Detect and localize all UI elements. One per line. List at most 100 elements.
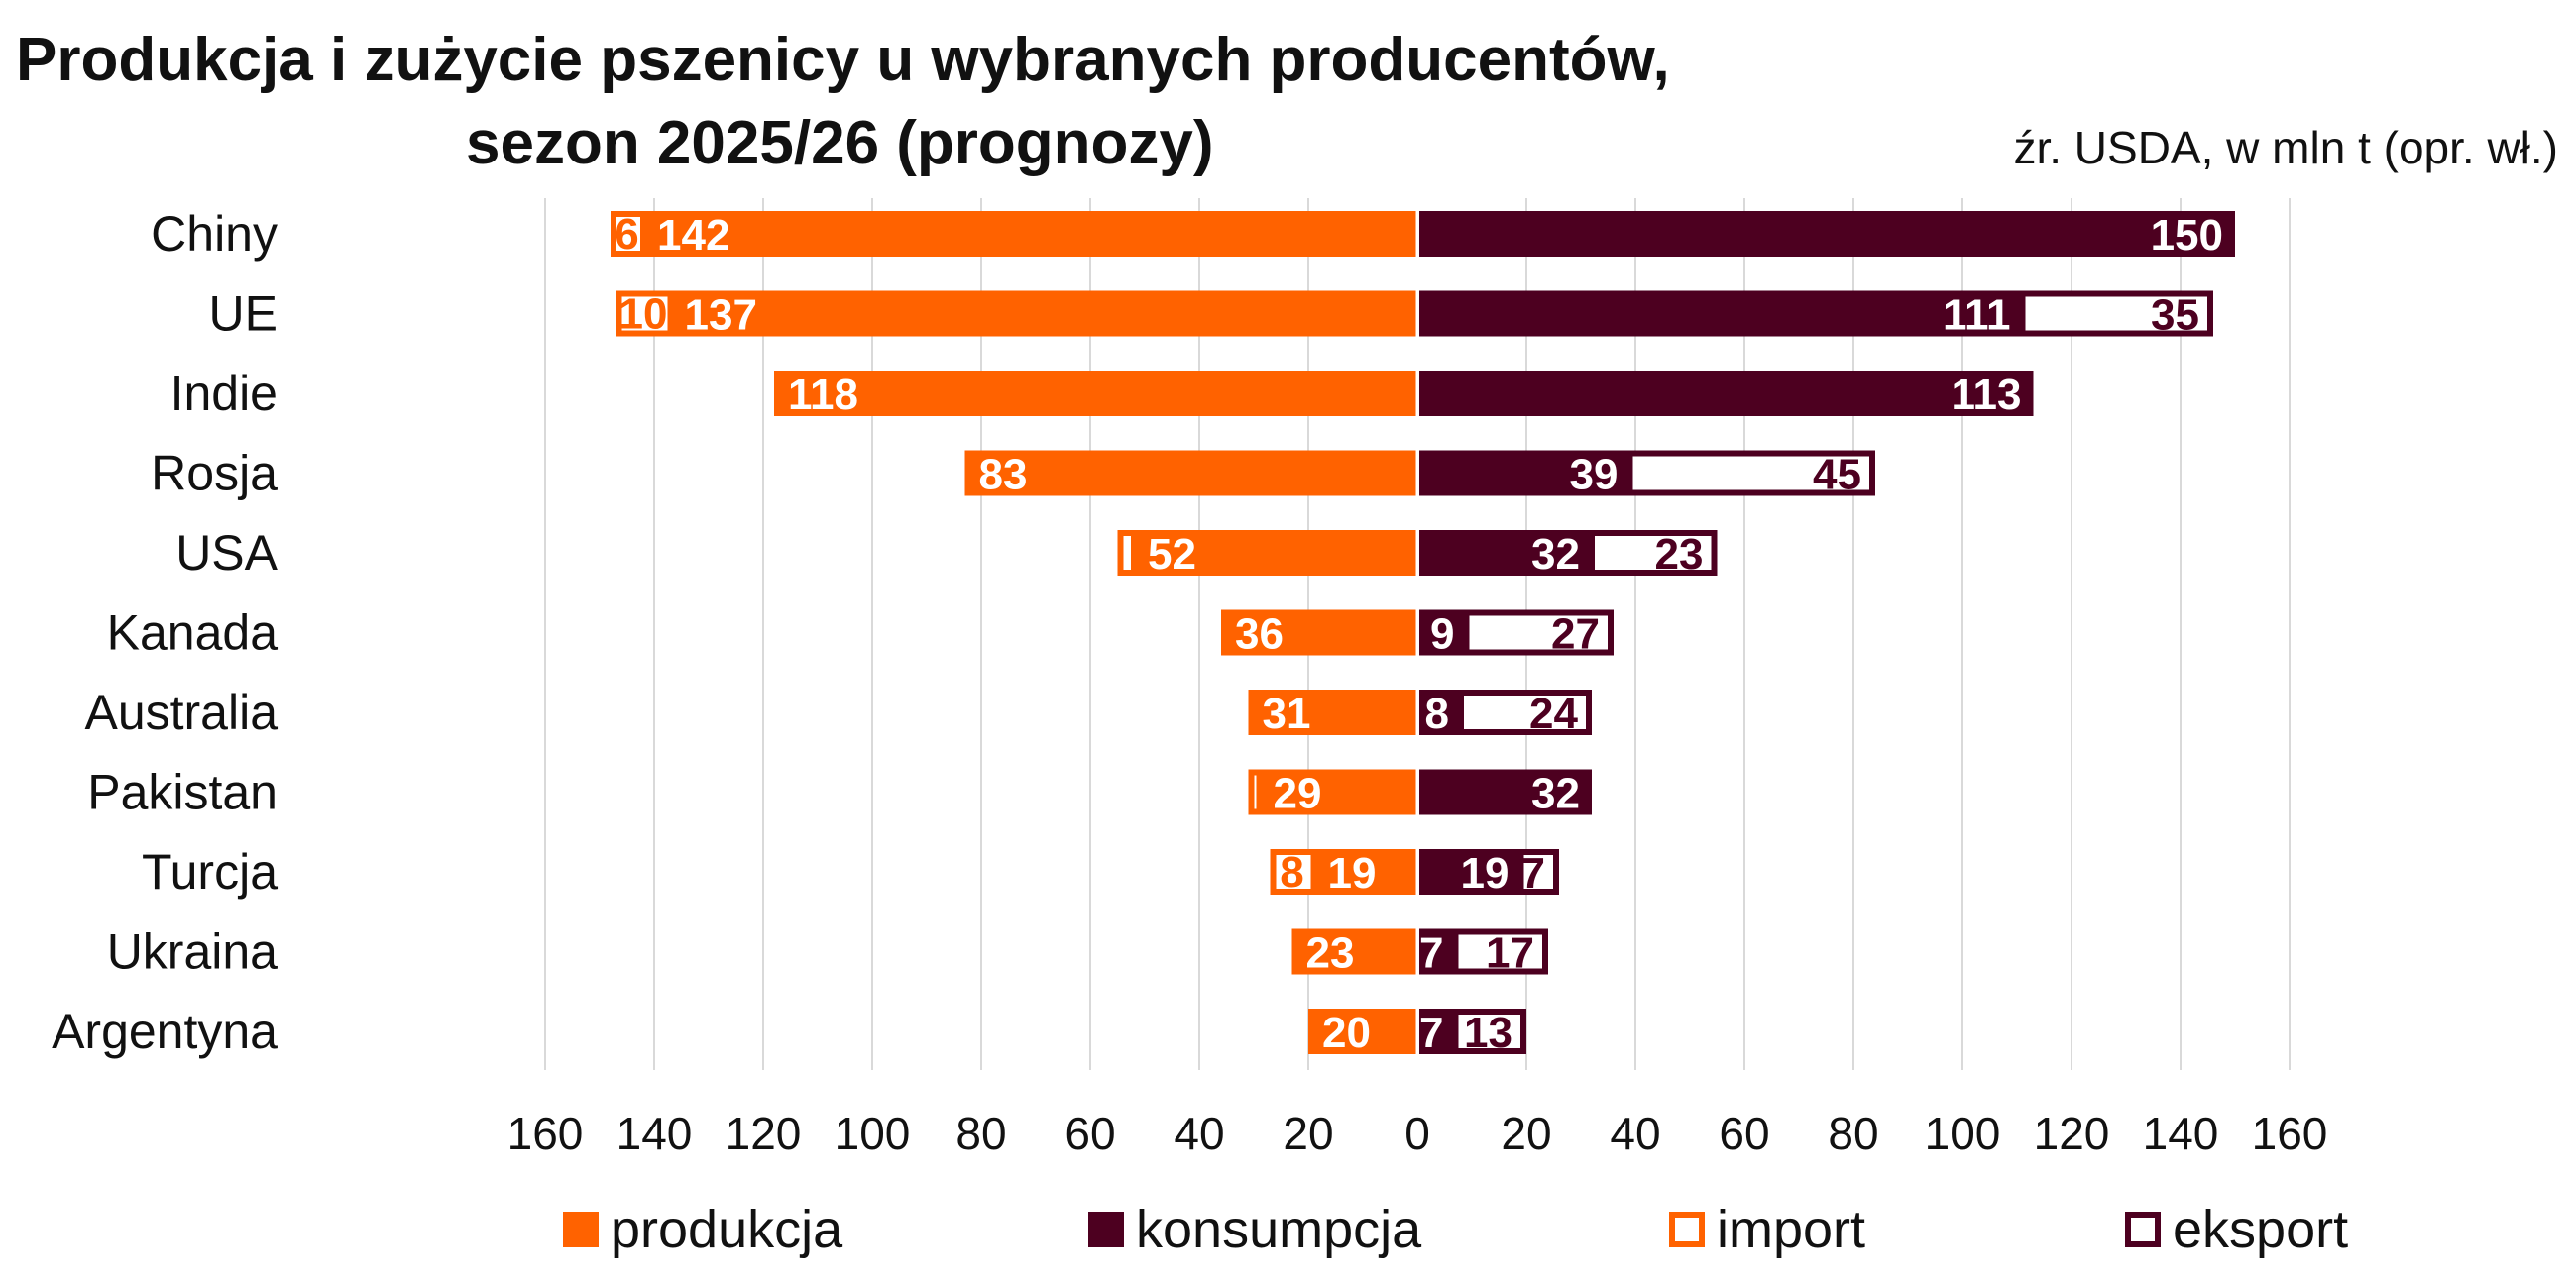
bar-produkcja <box>1221 609 1417 656</box>
data-label-konsumpcja: 7 <box>1419 929 1443 978</box>
x-tick-label: 80 <box>955 1108 1006 1159</box>
bar-konsumpcja <box>1419 371 2034 416</box>
category-label: Ukraina <box>107 924 278 980</box>
x-tick-label: 140 <box>2143 1108 2219 1159</box>
bar-eksport <box>1626 450 1875 496</box>
data-label-produkcja: 118 <box>788 371 858 419</box>
chart-title-line1: Produkcja i zużycie pszenicy u wybranych… <box>16 26 1670 94</box>
x-tick-label: 80 <box>1828 1108 1878 1159</box>
data-label-konsumpcja: 113 <box>1952 371 2022 419</box>
bar-konsumpcja <box>1419 1009 1456 1054</box>
category-label: Indie <box>170 366 278 421</box>
data-label-konsumpcja: 111 <box>1943 291 2011 340</box>
bar-import <box>1248 769 1263 815</box>
x-tick-label: 20 <box>1283 1108 1333 1159</box>
bar-import <box>616 290 674 337</box>
bar-produkcja <box>1134 530 1417 576</box>
category-label: Argentyna <box>52 1004 278 1059</box>
data-label-eksport: 7 <box>1521 849 1545 898</box>
legend-label-produkcja: produkcja <box>611 1200 843 1259</box>
bar-konsumpcja <box>1419 530 1592 576</box>
legend-label-import: import <box>1717 1200 1866 1259</box>
x-tick-label: 100 <box>835 1108 911 1159</box>
data-label-produkcja: 83 <box>979 451 1028 499</box>
legend-swatch-eksport <box>2125 1212 2161 1247</box>
bar-produkcja <box>1259 769 1417 815</box>
legend-swatch-import <box>1669 1212 1705 1247</box>
x-tick-label: 0 <box>1404 1108 1430 1159</box>
data-label-produkcja: 31 <box>1263 690 1311 738</box>
bar-import <box>611 211 646 257</box>
legend-label-eksport: eksport <box>2173 1200 2349 1259</box>
legend-swatch-produkcja <box>563 1212 599 1247</box>
data-label-konsumpcja: 150 <box>2151 211 2223 260</box>
source-note: źr. USDA, w mln t (opr. wł.) <box>2013 122 2558 173</box>
data-label-eksport: 24 <box>1529 690 1578 738</box>
x-tick-label: 60 <box>1719 1108 1769 1159</box>
bar-import <box>1117 530 1137 576</box>
category-label: Kanada <box>107 605 279 661</box>
bar-konsumpcja <box>1419 290 2023 337</box>
bar-konsumpcja <box>1419 849 1521 895</box>
legend-item-eksport: eksport <box>2125 1199 2348 1260</box>
bar-produkcja <box>1248 690 1417 735</box>
legend: produkcja konsumpcja import eksport <box>0 1199 2576 1278</box>
legend-item-konsumpcja: konsumpcja <box>1088 1199 1421 1260</box>
x-tick-label: 120 <box>726 1108 802 1159</box>
bar-eksport <box>1458 690 1592 735</box>
bar-produkcja <box>1291 928 1417 975</box>
bar-konsumpcja <box>1419 769 1592 815</box>
x-tick-label: 120 <box>2034 1108 2110 1159</box>
bar-eksport <box>1589 530 1718 576</box>
data-label-produkcja: 137 <box>685 291 757 340</box>
category-label: Turcja <box>142 844 278 900</box>
data-label-produkcja: 23 <box>1306 929 1355 978</box>
data-label-produkcja: 19 <box>1328 849 1377 898</box>
legend-label-konsumpcja: konsumpcja <box>1136 1200 1422 1259</box>
data-label-konsumpcja: 8 <box>1425 690 1449 738</box>
bar-konsumpcja <box>1419 928 1456 975</box>
bar-produkcja <box>670 290 1417 337</box>
legend-item-import: import <box>1669 1199 1865 1260</box>
category-label: Chiny <box>151 206 278 262</box>
category-label: Australia <box>84 685 278 740</box>
data-label-eksport: 45 <box>1813 451 1861 499</box>
bar-konsumpcja <box>1419 211 2235 257</box>
data-label-eksport: 23 <box>1655 530 1704 579</box>
x-tick-label: 40 <box>1610 1108 1660 1159</box>
x-tick-label: 140 <box>616 1108 693 1159</box>
x-tick-label: 160 <box>2252 1108 2328 1159</box>
data-label-konsumpcja: 39 <box>1570 451 1619 499</box>
data-label-eksport: 17 <box>1486 929 1534 978</box>
bar-produkcja <box>1308 1009 1417 1054</box>
data-label-produkcja: 29 <box>1274 770 1322 818</box>
bar-produkcja <box>1313 849 1417 895</box>
category-labels: Chiny UE Indie Rosja USA Kanada Australia Pakis… <box>52 206 279 1059</box>
bar-eksport <box>1452 928 1548 975</box>
category-label: USA <box>175 525 278 581</box>
legend-swatch-konsumpcja <box>1088 1212 1124 1247</box>
legend-item-produkcja: produkcja <box>563 1199 842 1260</box>
bar-eksport <box>2019 290 2213 337</box>
x-axis-tick-labels: 160 140 120 100 80 60 40 20 0 20 40 60 80 100 120 140 16… <box>507 1108 2328 1159</box>
data-label-konsumpcja: 32 <box>1531 770 1580 818</box>
data-label-konsumpcja: 9 <box>1430 610 1454 659</box>
data-label-eksport: 35 <box>2151 291 2199 340</box>
data-label-eksport: 27 <box>1551 610 1600 659</box>
data-label-produkcja: 52 <box>1148 530 1196 579</box>
category-label: Rosja <box>151 446 278 501</box>
bar-produkcja <box>774 371 1417 416</box>
bar-konsumpcja <box>1419 609 1467 656</box>
x-tick-label: 20 <box>1501 1108 1551 1159</box>
x-tick-label: 100 <box>1925 1108 2001 1159</box>
data-label-produkcja: 142 <box>657 211 729 260</box>
data-label-import: 8 <box>1280 848 1303 897</box>
bar-import <box>1270 849 1317 895</box>
x-tick-label: 60 <box>1064 1108 1115 1159</box>
bar-produkcja <box>964 450 1417 496</box>
bar-eksport <box>1463 609 1614 656</box>
x-tick-label: 40 <box>1174 1108 1224 1159</box>
data-label-import: 10 <box>619 290 668 339</box>
